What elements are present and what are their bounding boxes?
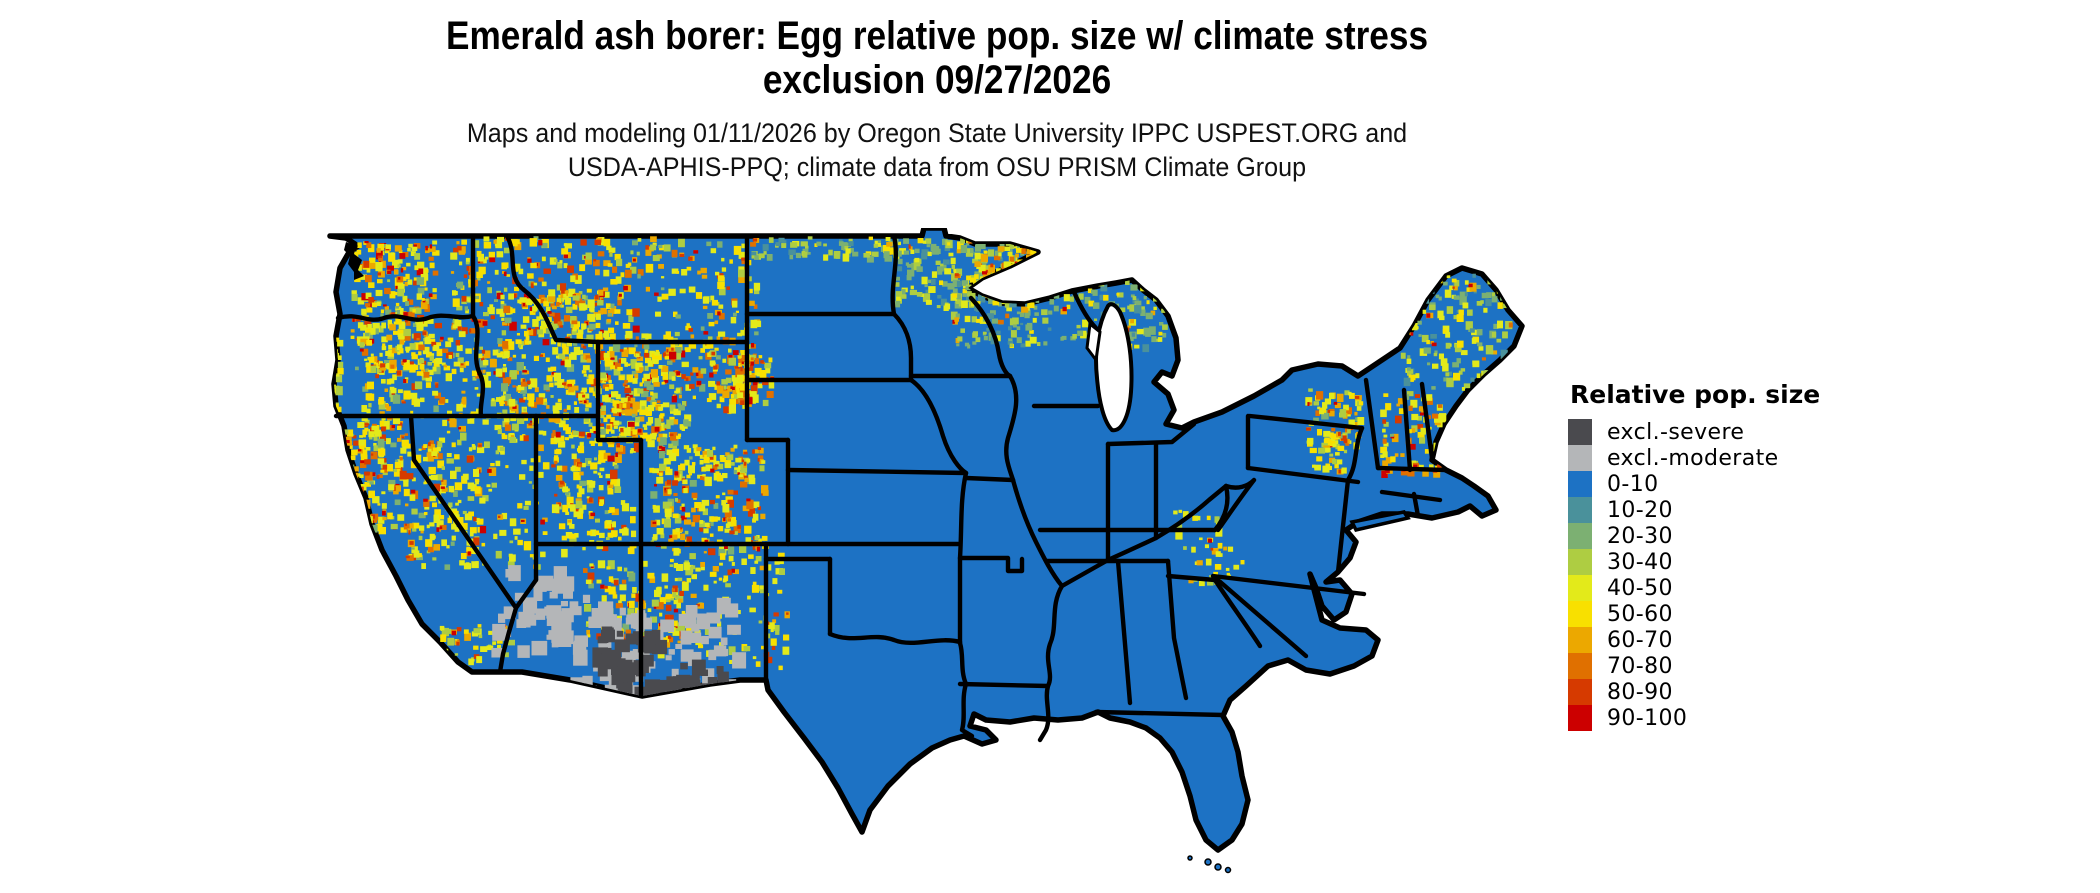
legend-item-50-60: 50-60	[1568, 601, 1868, 627]
map-title: Emerald ash borer: Egg relative pop. siz…	[409, 14, 1465, 102]
legend-swatch	[1568, 627, 1592, 653]
florida-keys	[1187, 855, 1232, 874]
legend-swatch	[1568, 523, 1592, 549]
legend-item-excl-severe: excl.-severe	[1568, 419, 1868, 445]
legend-swatch	[1568, 705, 1592, 731]
map-subtitle-line1: Maps and modeling 01/11/2026 by Oregon S…	[466, 118, 1408, 148]
legend-swatch	[1568, 601, 1592, 627]
legend-label: excl.-severe	[1607, 419, 1745, 445]
legend-item-0-10: 0-10	[1568, 471, 1868, 497]
legend-swatch	[1568, 497, 1592, 523]
population-raster-speckles	[330, 236, 1517, 757]
legend-label: 50-60	[1607, 601, 1673, 627]
us-map-container	[310, 225, 1532, 888]
lake-michigan	[1085, 302, 1134, 433]
map-subtitle: Maps and modeling 01/11/2026 by Oregon S…	[379, 116, 1495, 184]
legend-label: 40-50	[1607, 575, 1673, 601]
legend-item-80-90: 80-90	[1568, 679, 1868, 705]
legend-label: 30-40	[1607, 549, 1673, 575]
legend-label: 60-70	[1607, 627, 1673, 653]
legend-item-excl-moderate: excl.-moderate	[1568, 445, 1868, 471]
state-borders	[333, 233, 1449, 743]
legend-label: 70-80	[1607, 653, 1673, 679]
long-island	[1349, 510, 1411, 533]
legend-item-20-30: 20-30	[1568, 523, 1868, 549]
legend-item-30-40: 30-40	[1568, 549, 1868, 575]
legend-rows: excl.-severe excl.-moderate 0-10 10-20 20-30…	[1568, 419, 1868, 731]
us-map	[327, 225, 1525, 874]
legend-swatch	[1568, 419, 1592, 445]
legend: Relative pop. size excl.-severe excl.-mod…	[1568, 380, 1868, 731]
legend-swatch	[1568, 549, 1592, 575]
legend-swatch	[1568, 679, 1592, 705]
legend-swatch	[1568, 471, 1592, 497]
legend-label: 90-100	[1607, 705, 1688, 731]
map-title-line1: Emerald ash borer: Egg relative pop. siz…	[445, 14, 1429, 58]
legend-label: excl.-moderate	[1607, 445, 1779, 471]
legend-item-90-100: 90-100	[1568, 705, 1868, 731]
legend-item-60-70: 60-70	[1568, 627, 1868, 653]
legend-label: 0-10	[1607, 471, 1659, 497]
legend-swatch	[1568, 653, 1592, 679]
legend-item-40-50: 40-50	[1568, 575, 1868, 601]
legend-item-70-80: 70-80	[1568, 653, 1868, 679]
legend-label: 10-20	[1607, 497, 1673, 523]
puget-sound	[344, 242, 364, 280]
map-subtitle-line2: USDA-APHIS-PPQ; climate data from OSU PR…	[567, 152, 1307, 182]
legend-label: 80-90	[1607, 679, 1673, 705]
legend-swatch	[1568, 445, 1592, 471]
map-title-line2: exclusion 09/27/2026	[762, 58, 1112, 102]
us-landmass	[327, 225, 1525, 853]
legend-label: 20-30	[1607, 523, 1673, 549]
legend-item-10-20: 10-20	[1568, 497, 1868, 523]
legend-title: Relative pop. size	[1570, 380, 1821, 409]
legend-swatch	[1568, 575, 1592, 601]
